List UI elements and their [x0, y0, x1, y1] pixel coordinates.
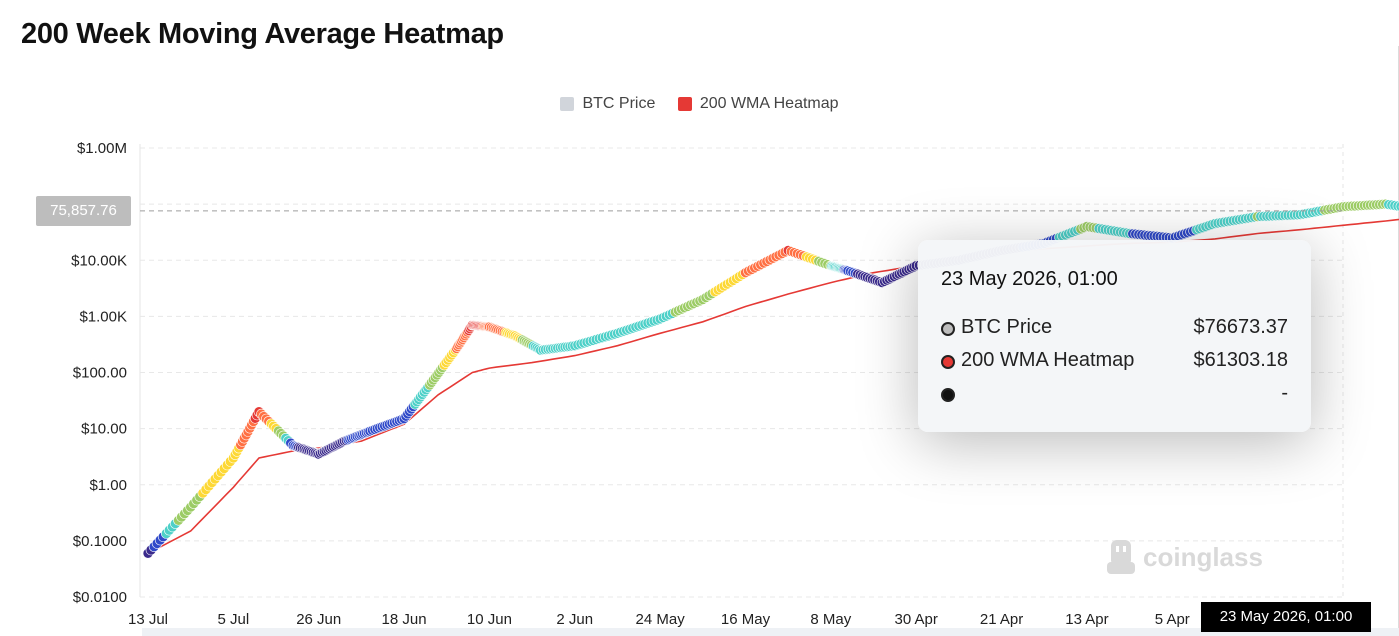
y-tick-label: $1.00K: [79, 308, 127, 325]
x-tick-label: 24 May: [636, 611, 686, 628]
x-tick-label: 18 Jun: [382, 611, 427, 628]
coinglass-logo-icon: [1107, 540, 1135, 574]
y-tick-label: $1.00M: [77, 140, 127, 157]
price-point: [1395, 201, 1399, 212]
tooltip-value-btc-price: $76673.37: [1193, 316, 1288, 338]
chart-legend: BTC Price 200 WMA Heatmap: [0, 95, 1399, 116]
x-tick-label: 13 Jul: [128, 611, 168, 628]
x-tick-label: 21 Apr: [980, 611, 1023, 628]
y-tick-label: $10.00K: [71, 252, 127, 269]
legend-label-btc-price: BTC Price: [582, 95, 656, 112]
tooltip-dot-unnamed: [941, 388, 955, 402]
tooltip-row-btc-price: BTC Price $76673.37: [941, 316, 1288, 342]
tooltip-dot-200wma: [941, 355, 955, 369]
watermark: coinglass: [1103, 540, 1263, 583]
x-tick-label: 2 Jun: [556, 611, 593, 628]
tooltip-dot-btc-price: [941, 322, 955, 336]
legend-item-200wma-heatmap[interactable]: 200 WMA Heatmap: [677, 95, 839, 113]
x-tick-label: 16 May: [721, 611, 771, 628]
y-tick-label: $0.1000: [73, 533, 127, 550]
legend-swatch-200wma-heatmap: [677, 97, 692, 111]
tooltip-value-unnamed: -: [1281, 382, 1288, 404]
tooltip-row-200wma: 200 WMA Heatmap $61303.18: [941, 349, 1288, 375]
legend-swatch-btc-price: [560, 97, 575, 111]
tooltip-row-unnamed: -: [941, 382, 1288, 408]
tooltip-value-200wma: $61303.18: [1193, 349, 1288, 371]
tooltip-date: 23 May 2026, 01:00: [941, 268, 1118, 290]
legend-label-200wma-heatmap: 200 WMA Heatmap: [699, 95, 839, 112]
chart-tooltip: 23 May 2026, 01:00 BTC Price $76673.37 2…: [918, 240, 1311, 432]
x-tick-label: 26 Jun: [296, 611, 341, 628]
tooltip-name-200wma: 200 WMA Heatmap: [961, 349, 1135, 371]
tooltip-name-btc-price: BTC Price: [961, 316, 1053, 338]
x-tick-label: 10 Jun: [467, 611, 512, 628]
x-tick-label: 5 Apr: [1155, 611, 1190, 628]
crosshair-x-label: 23 May 2026, 01:00: [1201, 602, 1371, 632]
x-tick-label: 8 May: [810, 611, 851, 628]
x-tick-label: 30 Apr: [895, 611, 938, 628]
watermark-text: coinglass: [1143, 542, 1263, 572]
crosshair-y-label: 75,857.76: [36, 196, 131, 226]
x-tick-label: 13 Apr: [1065, 611, 1108, 628]
legend-item-btc-price[interactable]: BTC Price: [560, 95, 655, 113]
y-tick-label: $10.00: [81, 421, 127, 438]
y-tick-label: $100.00: [73, 365, 127, 382]
page-title: 200 Week Moving Average Heatmap: [21, 18, 504, 50]
x-tick-label: 5 Jul: [218, 611, 250, 628]
y-tick-label: $1.00: [89, 477, 127, 494]
bottom-strip: [142, 628, 1399, 636]
y-tick-label: $0.0100: [73, 589, 127, 606]
